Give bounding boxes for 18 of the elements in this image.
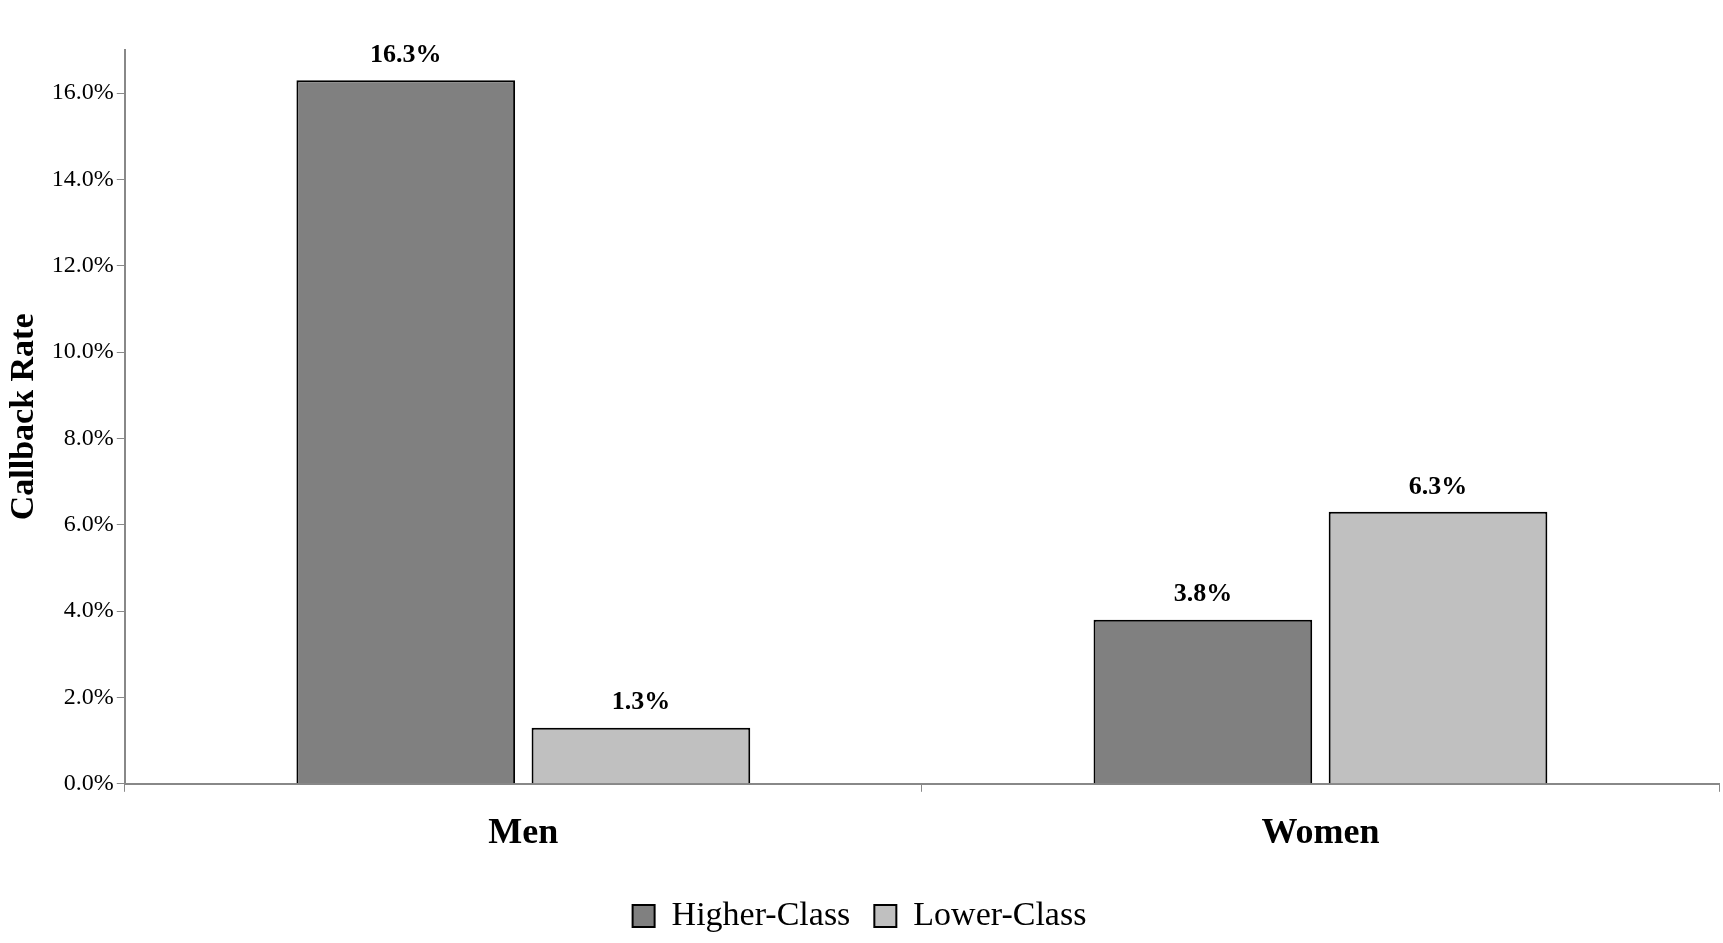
y-tick-label: 6.0% — [63, 510, 114, 537]
y-tick-label: 8.0% — [63, 423, 114, 450]
x-tick-label: Men — [488, 810, 559, 851]
legend-label: Higher-Class — [671, 894, 851, 932]
y-tick-label: 4.0% — [63, 596, 114, 623]
y-tick-label: 2.0% — [63, 682, 114, 709]
y-axis-title: Callback Rate — [3, 313, 41, 521]
y-tick-label: 10.0% — [51, 337, 114, 364]
y-tick-label: 16.0% — [51, 78, 114, 105]
data-label: 6.3% — [1408, 470, 1468, 500]
y-tick-label: 12.0% — [51, 251, 114, 278]
data-label: 1.3% — [611, 686, 671, 716]
y-tick-label: 14.0% — [51, 164, 114, 191]
y-tick-label: 0.0% — [63, 769, 114, 796]
data-label: 16.3% — [370, 38, 442, 68]
data-label: 3.8% — [1173, 578, 1233, 608]
x-tick-label: Women — [1261, 810, 1380, 851]
legend-label: Lower-Class — [913, 894, 1087, 932]
